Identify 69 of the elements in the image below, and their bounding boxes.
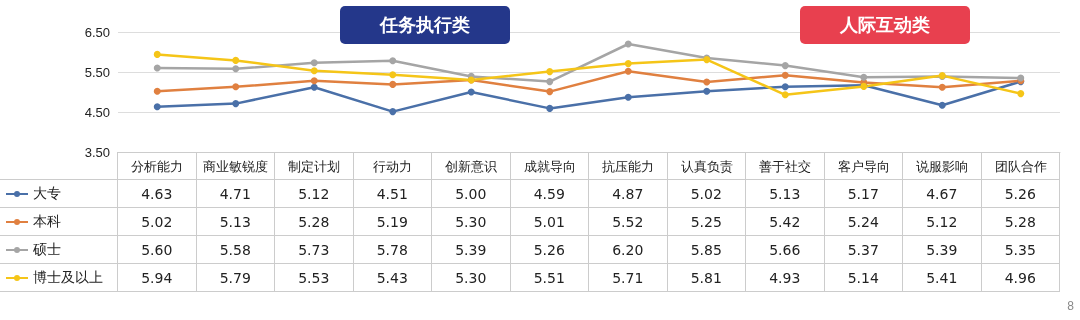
x-tick-label: 商业敏锐度	[203, 159, 269, 174]
x-tick-label: 认真负责	[680, 159, 733, 174]
data-label: 5.13	[196, 208, 275, 236]
data-label: 5.73	[275, 236, 354, 264]
data-label: 5.78	[353, 236, 432, 264]
x-tick-label: 团队合作	[994, 159, 1047, 174]
data-label: 4.87	[589, 180, 668, 208]
y-tick-label: 3.50	[84, 144, 110, 160]
x-tick-label: 分析能力	[131, 159, 184, 174]
data-label: 5.41	[903, 264, 982, 292]
data-label: 5.51	[510, 264, 589, 292]
data-label: 5.71	[589, 264, 668, 292]
x-tick-label: 创新意识	[445, 159, 498, 174]
x-tick-label: 客户导向	[837, 159, 890, 174]
data-label: 4.93	[746, 264, 825, 292]
data-label: 4.67	[903, 180, 982, 208]
data-label: 5.12	[903, 208, 982, 236]
data-label: 5.02	[667, 180, 746, 208]
data-label: 5.85	[667, 236, 746, 264]
data-label: 5.39	[432, 236, 511, 264]
data-label: 5.43	[353, 264, 432, 292]
data-label: 5.24	[824, 208, 903, 236]
x-tick-label: 行动力	[373, 159, 413, 174]
data-label: 5.26	[981, 180, 1060, 208]
data-label: 4.71	[196, 180, 275, 208]
data-label: 5.39	[903, 236, 982, 264]
data-label: 5.66	[746, 236, 825, 264]
x-tick-label: 制定计划	[288, 159, 341, 174]
data-label: 5.30	[432, 264, 511, 292]
data-label: 5.58	[196, 236, 275, 264]
data-label: 6.20	[589, 236, 668, 264]
data-label: 5.26	[510, 236, 589, 264]
legend-label: 本科	[33, 212, 61, 231]
data-label: 4.59	[510, 180, 589, 208]
x-tick-label: 说服影响	[916, 159, 969, 174]
data-label: 5.60	[118, 236, 197, 264]
x-tick-label: 成就导向	[523, 159, 576, 174]
data-label: 4.51	[353, 180, 432, 208]
data-label: 5.94	[118, 264, 197, 292]
data-label: 5.79	[196, 264, 275, 292]
legend-label: 博士及以上	[33, 268, 103, 287]
text: 8	[1067, 299, 1075, 313]
y-tick-label: 4.50	[84, 104, 110, 120]
data-label: 5.00	[432, 180, 511, 208]
data-label: 5.81	[667, 264, 746, 292]
legend-label: 大专	[33, 184, 61, 203]
data-label: 5.19	[353, 208, 432, 236]
data-label: 5.42	[746, 208, 825, 236]
data-label: 5.17	[824, 180, 903, 208]
y-tick-label: 6.50	[84, 24, 110, 40]
data-label: 5.28	[275, 208, 354, 236]
data-label: 5.25	[667, 208, 746, 236]
data-label: 5.53	[275, 264, 354, 292]
data-label: 5.28	[981, 208, 1060, 236]
data-label: 5.01	[510, 208, 589, 236]
data-label: 5.13	[746, 180, 825, 208]
data-label: 5.12	[275, 180, 354, 208]
data-label: 5.02	[118, 208, 197, 236]
legend-label: 硕士	[33, 240, 61, 259]
data-label: 4.96	[981, 264, 1060, 292]
x-tick-label: 抗压能力	[602, 159, 655, 174]
data-label: 5.37	[824, 236, 903, 264]
data-label: 5.35	[981, 236, 1060, 264]
data-label: 4.63	[118, 180, 197, 208]
y-tick-label: 5.50	[84, 64, 110, 80]
x-tick-label: 善于社交	[759, 159, 812, 174]
data-label: 5.30	[432, 208, 511, 236]
data-label: 5.14	[824, 264, 903, 292]
data-label: 5.52	[589, 208, 668, 236]
